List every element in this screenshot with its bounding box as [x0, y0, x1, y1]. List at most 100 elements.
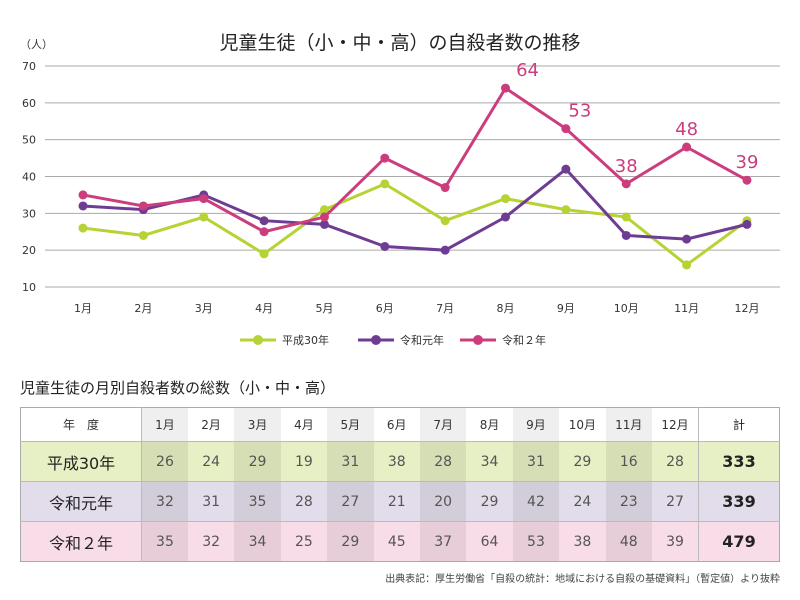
table-row: 令和元年 32 31 35 28 27 21 20 29 42 24 23 27 339	[20, 481, 780, 522]
data-point	[138, 230, 148, 240]
table-cell: 31	[187, 481, 235, 522]
table-cell: 32	[187, 521, 235, 562]
y-tick-label: 20	[22, 244, 36, 257]
table-cell: 31	[327, 441, 374, 482]
table-cell: 19	[280, 441, 328, 482]
table-cell: 38	[373, 441, 420, 482]
data-point	[199, 194, 209, 204]
table-row: 平成30年 26 24 29 19 31 38 28 34 31 29 16 28 333	[20, 441, 780, 482]
data-point	[561, 124, 571, 134]
data-point	[742, 175, 752, 185]
table-cell: 29	[559, 441, 606, 482]
data-point	[319, 212, 329, 222]
data-point	[259, 227, 269, 237]
y-tick-label: 10	[22, 281, 36, 294]
table-cell: 25	[280, 521, 328, 562]
data-point	[380, 153, 390, 163]
table-cell: 16	[605, 441, 652, 482]
data-point	[380, 241, 390, 251]
line-chart: （人） 10 20 30 40 50 60 70 1月 2月 3月 4月 5月 6月 7月 8月 9月 10月 11…	[20, 38, 780, 347]
data-point	[259, 249, 269, 259]
legend-label: 令和２年	[502, 333, 546, 347]
header-month: 11月	[605, 407, 652, 442]
table-cell: 34	[466, 441, 513, 482]
header-month: 10月	[568, 418, 596, 432]
table-cell: 53	[512, 521, 560, 562]
table-cell: 31	[512, 441, 560, 482]
table-cell: 48	[605, 521, 652, 562]
row-label: 令和２年	[20, 521, 142, 562]
table-cell: 29	[466, 481, 513, 522]
legend-label: 平成30年	[282, 333, 329, 347]
x-tick-label: 12月	[734, 302, 759, 315]
data-point	[259, 216, 269, 226]
x-tick-label: 7月	[436, 302, 454, 315]
table-cell: 27	[327, 481, 374, 522]
legend-marker	[371, 335, 381, 345]
data-point	[742, 219, 752, 229]
x-tick-label: 4月	[255, 302, 273, 315]
data-point	[682, 260, 692, 270]
data-point	[78, 223, 88, 233]
data-point	[501, 194, 511, 204]
legend-label: 令和元年	[400, 333, 444, 347]
y-tick-label: 30	[22, 207, 36, 220]
x-tick-label: 10月	[614, 302, 639, 315]
row-total: 339	[698, 481, 780, 522]
data-point	[682, 234, 692, 244]
monthly-table: 年 度 1月 2月 3月 4月 5月 6月 7月 8月 9月 10月 11月 12月計平成30年 26 24…	[20, 407, 780, 562]
data-label: 38	[615, 156, 638, 177]
table-cell: 42	[512, 481, 560, 522]
table-cell: 37	[419, 521, 467, 562]
data-point	[199, 212, 209, 222]
data-point	[561, 205, 571, 215]
table-cell: 28	[419, 441, 467, 482]
data-point	[621, 179, 631, 189]
header-month: 1月	[141, 407, 188, 442]
data-label: 48	[675, 119, 698, 140]
table-cell: 27	[651, 481, 699, 522]
table-cell: 24	[187, 441, 235, 482]
data-point	[501, 83, 511, 93]
table-cell: 35	[234, 481, 281, 522]
x-tick-label: 2月	[134, 302, 152, 315]
table-row: 令和２年 35 32 34 25 29 45 37 64 53 38 48 39 479	[20, 521, 780, 562]
y-tick-label: 60	[22, 97, 36, 110]
x-tick-label: 8月	[497, 302, 515, 315]
table-cell: 23	[605, 481, 652, 522]
row-label: 令和元年	[20, 481, 142, 522]
data-point	[501, 212, 511, 222]
header-month: 7月	[419, 407, 467, 442]
data-point	[440, 216, 450, 226]
table-cell: 34	[234, 521, 281, 562]
data-point	[440, 183, 450, 193]
table-cell: 32	[141, 481, 188, 522]
data-point	[380, 179, 390, 189]
header-month: 2月	[201, 418, 221, 432]
y-axis-label: （人）	[20, 38, 53, 51]
table-cell: 28	[651, 441, 699, 482]
row-label: 平成30年	[20, 441, 142, 482]
x-tick-label: 5月	[315, 302, 333, 315]
data-point	[621, 230, 631, 240]
table-cell: 21	[373, 481, 420, 522]
table-cell: 29	[234, 441, 281, 482]
table-cell: 26	[141, 441, 188, 482]
series-line	[82, 167, 748, 252]
table-cell: 29	[327, 521, 374, 562]
table-cell: 39	[651, 521, 699, 562]
series-line	[82, 85, 748, 234]
table-cell: 24	[559, 481, 606, 522]
row-total: 479	[698, 521, 780, 562]
header-month: 5月	[327, 407, 374, 442]
table-title: 児童生徒の月別自殺者数の総数（小・中・高）	[20, 379, 336, 397]
header-month: 6月	[386, 418, 407, 432]
header-total: 計	[698, 407, 780, 442]
data-point	[561, 164, 571, 174]
y-tick-label: 70	[22, 60, 36, 73]
source-note: 出典表記：厚生労働省「自殺の統計：地域における自殺の基礎資料」（暫定値）より抜粋	[385, 574, 780, 585]
data-point	[440, 245, 450, 255]
header-month: 3月	[234, 407, 281, 442]
table-cell: 38	[559, 521, 606, 562]
row-total: 333	[698, 441, 780, 482]
